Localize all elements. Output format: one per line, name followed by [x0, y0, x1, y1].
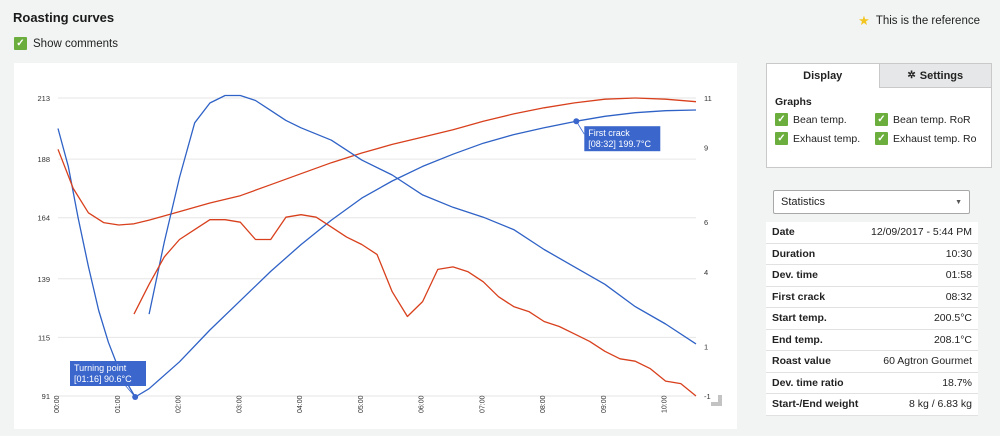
series-line	[57, 109, 697, 398]
y-left-tick-label: 115	[38, 333, 50, 342]
stat-label: Start temp.	[766, 307, 865, 330]
graph-option-label: Bean temp.	[793, 113, 847, 126]
stat-label: Date	[766, 222, 865, 244]
stats-row-dev-time: Dev. time 01:58	[766, 264, 978, 287]
stat-label: Dev. time ratio	[766, 372, 865, 394]
x-tick-label: 10:00	[662, 395, 669, 413]
tab-settings-label: Settings	[919, 69, 964, 82]
stat-value: 10:30	[864, 243, 978, 265]
series-line	[148, 94, 697, 345]
x-tick-label: 07:00	[479, 395, 486, 413]
stat-label: First crack	[766, 286, 865, 308]
roasting-chart: 91 115 139 164 188 213 -1 1 4 6 9 11 00:00 01:00 02:00…	[14, 63, 737, 429]
checkbox-checked-icon[interactable]: ✓	[775, 132, 788, 145]
checkbox-checked-icon[interactable]: ✓	[875, 132, 888, 145]
display-panel: Display ✲ Settings Graphs ✓ Bean temp. ✓…	[766, 63, 992, 168]
stat-label: Duration	[766, 243, 865, 265]
tab-display-label: Display	[803, 70, 843, 82]
stats-row-end-temp: End temp. 208.1°C	[766, 329, 978, 351]
reference-label: This is the reference	[875, 14, 980, 27]
annotation-box	[584, 126, 661, 152]
expand-icon	[711, 395, 722, 406]
annotation-leader	[575, 120, 585, 135]
stats-row-weight: Start-/End weight 8 kg / 6.83 kg	[766, 393, 978, 416]
checkbox-checked-icon[interactable]: ✓	[14, 37, 27, 50]
x-tick-label: 09:00	[601, 395, 608, 413]
annotation-value: [01:16] 90.6°C	[74, 374, 132, 384]
x-tick-label: 08:00	[540, 395, 547, 413]
graph-option-bean-temp[interactable]: ✓ Bean temp.	[775, 113, 875, 126]
stat-label: Start-/End weight	[766, 393, 865, 416]
stat-value: 200.5°C	[864, 307, 978, 330]
y-left-tick-label: 91	[42, 392, 50, 401]
graph-option-bean-ror[interactable]: ✓ Bean temp. RoR	[875, 113, 985, 126]
stats-row-roast-value: Roast value 60 Agtron Gourmet	[766, 350, 978, 373]
series-line	[57, 97, 697, 226]
annotation-value: [08:32] 199.7°C	[588, 139, 651, 149]
stat-value: 208.1°C	[864, 329, 978, 351]
y-left-tick-label: 164	[37, 214, 50, 223]
y-left-tick-label: 188	[37, 155, 50, 164]
stats-row-dev-time-ratio: Dev. time ratio 18.7%	[766, 372, 978, 394]
stat-label: Roast value	[766, 350, 865, 373]
tab-bar: Display ✲ Settings	[767, 64, 991, 88]
stat-label: End temp.	[766, 329, 865, 351]
graph-option-label: Exhaust temp. Ro	[893, 132, 977, 145]
gear-icon: ✲	[907, 70, 916, 81]
statistics-table: Date 12/09/2017 - 5:44 PM Duration 10:30 D…	[766, 222, 978, 416]
x-tick-label: 03:00	[236, 395, 243, 413]
graph-option-label: Bean temp. RoR	[893, 113, 971, 126]
stat-value: 60 Agtron Gourmet	[864, 350, 978, 373]
page-title: Roasting curves	[13, 10, 115, 25]
checkbox-checked-icon[interactable]: ✓	[775, 113, 788, 126]
x-tick-label: 00:00	[54, 395, 61, 413]
x-tick-label: 04:00	[297, 395, 304, 413]
stat-label: Dev. time	[766, 264, 865, 287]
annotation-label: First crack	[588, 128, 630, 138]
graph-option-exhaust-ror[interactable]: ✓ Exhaust temp. Ro	[875, 132, 985, 145]
y-right-tick-label: 6	[704, 218, 708, 227]
y-right-tick-label: 11	[704, 94, 712, 103]
stat-value: 12/09/2017 - 5:44 PM	[864, 222, 978, 244]
y-right-tick-label: 9	[704, 144, 708, 153]
stat-value: 08:32	[864, 286, 978, 308]
statistics-dropdown[interactable]: Statistics ▼	[773, 190, 970, 214]
chart-svg: 91 115 139 164 188 213 -1 1 4 6 9 11 00:00 01:00 02:00…	[37, 94, 722, 413]
stats-row-duration: Duration 10:30	[766, 243, 978, 265]
show-comments-label: Show comments	[33, 37, 119, 50]
stat-value: 18.7%	[864, 372, 978, 394]
graph-option-exhaust-temp[interactable]: ✓ Exhaust temp.	[775, 132, 875, 145]
annotation-label: Turning point	[74, 363, 127, 373]
x-tick-label: 02:00	[176, 395, 183, 413]
y-right-tick-label: -1	[704, 392, 711, 401]
tab-settings[interactable]: ✲ Settings	[878, 64, 991, 88]
stats-row-first-crack: First crack 08:32	[766, 286, 978, 308]
stats-row-date: Date 12/09/2017 - 5:44 PM	[766, 222, 978, 244]
x-tick-label: 05:00	[358, 395, 365, 413]
annotation-leader	[124, 384, 136, 398]
x-tick-label: 01:00	[115, 395, 122, 413]
statistics-dropdown-label: Statistics	[781, 196, 826, 208]
annotation-box	[70, 361, 146, 386]
reference-indicator: ★ This is the reference	[858, 14, 980, 27]
x-tick-label: 06:00	[419, 395, 426, 413]
tab-display[interactable]: Display	[767, 64, 879, 88]
stat-value: 8 kg / 6.83 kg	[864, 393, 978, 416]
y-right-tick-label: 4	[704, 268, 708, 277]
stats-row-start-temp: Start temp. 200.5°C	[766, 307, 978, 330]
checkbox-checked-icon[interactable]: ✓	[875, 113, 888, 126]
stat-value: 01:58	[864, 264, 978, 287]
series-line	[133, 214, 697, 397]
star-icon: ★	[858, 13, 870, 28]
graphs-heading: Graphs	[775, 96, 812, 108]
graph-option-label: Exhaust temp.	[793, 132, 861, 145]
y-left-tick-label: 213	[37, 94, 50, 103]
chevron-down-icon: ▼	[955, 198, 962, 206]
show-comments-toggle[interactable]: ✓ Show comments	[14, 37, 118, 50]
y-left-tick-label: 139	[37, 275, 50, 284]
graph-options: ✓ Bean temp. ✓ Bean temp. RoR ✓ Exhaust …	[775, 113, 991, 145]
y-right-tick-label: 1	[704, 342, 708, 351]
